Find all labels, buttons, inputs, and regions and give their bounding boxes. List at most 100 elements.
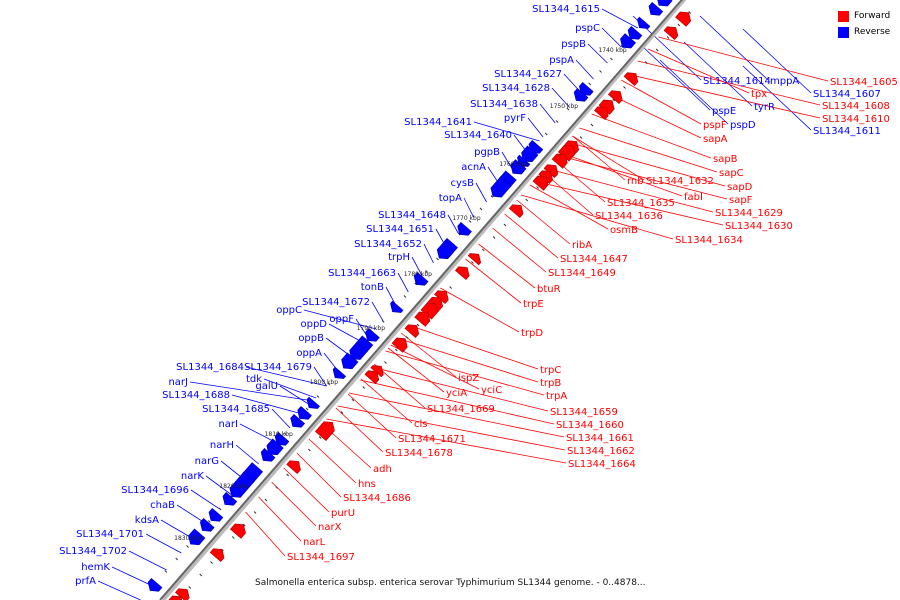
reverse-gene-arrow [260, 447, 276, 462]
leader-line [296, 452, 342, 498]
leader-line [587, 43, 608, 64]
leader-line [335, 407, 384, 453]
tick-mark [253, 511, 257, 514]
tick-mark [525, 198, 529, 202]
leader-line [659, 59, 729, 125]
tick-mark [207, 520, 211, 523]
leader-line [397, 272, 409, 293]
gene-label: pspE [712, 106, 736, 117]
leader-line [348, 392, 565, 438]
tick-mark [588, 82, 592, 86]
leader-line [475, 182, 487, 203]
gene-label: pspA [549, 55, 574, 66]
tick-mark [416, 323, 420, 327]
tick-mark [471, 261, 474, 264]
tick-mark [384, 361, 387, 364]
gene-label: SL1344_1664 [568, 459, 636, 470]
scale-label: 1760 kbp [499, 161, 527, 168]
reverse-gene-arrow [656, 0, 673, 7]
gene-label: tpx [751, 89, 767, 100]
tick-mark [394, 348, 398, 352]
scale-label: 1790 kbp [357, 325, 385, 332]
gene-label: SL1344_1678 [385, 448, 453, 459]
tick-mark [479, 207, 483, 211]
forward-gene-arrow [557, 144, 576, 162]
tick-mark [612, 98, 616, 102]
tick-mark [610, 57, 613, 61]
leader-line [544, 167, 714, 213]
reverse-gene-arrow [365, 327, 380, 342]
forward-gene-arrow [454, 266, 470, 281]
tick-mark [536, 186, 539, 189]
leader-line [411, 256, 423, 277]
gene-label: narL [303, 537, 326, 548]
reverse-gene-arrow [436, 242, 455, 260]
leader-line [620, 79, 702, 125]
reverse-gene-arrow [413, 271, 429, 286]
legend-item-forward: Forward [838, 8, 890, 24]
gene-label: SL1344_1634 [675, 235, 743, 246]
reverse-gene-arrow [341, 352, 359, 370]
gene-label: yciA [446, 388, 467, 399]
leader-line [637, 60, 821, 106]
gene-label: oppD [300, 319, 327, 330]
gene-label: SL1344_1614 [703, 76, 771, 87]
gene-label: oppB [298, 333, 324, 344]
scale-label: 1740 kbp [598, 47, 626, 54]
gene-label: SL1344_1661 [566, 433, 634, 444]
leader-line [516, 199, 571, 245]
tick-mark [449, 286, 453, 289]
leader-line [111, 566, 153, 587]
genome-backbone [159, 0, 683, 600]
legend: Forward Reverse [838, 8, 890, 40]
reverse-swatch [838, 26, 849, 38]
gene-label: oppA [296, 348, 322, 359]
gene-label: pgpB [474, 147, 500, 158]
tick-mark [318, 436, 322, 439]
leader-line [245, 366, 327, 387]
scale-label: 1830 kbp [174, 535, 202, 542]
tick-mark [264, 498, 268, 502]
leader-line [463, 197, 474, 218]
leader-line [337, 405, 566, 451]
gene-label: hns [358, 479, 376, 490]
reverse-gene-arrow [147, 577, 163, 592]
gene-label: SL1344_1608 [822, 101, 890, 112]
gene-label: sapD [727, 182, 753, 193]
forward-gene-arrow [543, 164, 559, 179]
tick-mark [481, 248, 485, 252]
gene-label: SL1344_1632 [646, 176, 714, 187]
forward-gene-arrow [209, 548, 225, 563]
reverse-gene-arrow [620, 33, 637, 49]
gene-label: trpH [388, 252, 410, 263]
tick-mark [362, 386, 366, 389]
gene-label: adh [373, 464, 392, 475]
gene-label: rnb [627, 176, 644, 187]
tick-mark [644, 61, 648, 64]
reverse-gene-arrow [390, 300, 404, 313]
leader-line [641, 45, 711, 111]
gene-label: tonB [361, 282, 384, 293]
gene-label: oppF [329, 314, 354, 325]
tick-mark [566, 107, 570, 111]
leader-line [572, 135, 626, 181]
gene-label: pspF [703, 120, 727, 131]
leader-line [527, 117, 544, 138]
gene-label: narG [195, 456, 219, 467]
gene-label: tdk [246, 374, 262, 385]
gene-label: SL1344_1669 [427, 404, 495, 415]
gene-label: narK [181, 471, 205, 482]
forward-gene-arrow [594, 106, 609, 121]
leader-line [263, 378, 317, 399]
tick-mark [381, 320, 385, 323]
reverse-gene-arrow [199, 517, 215, 532]
gene-label: SL1344_1662 [567, 446, 635, 457]
backbone-shadow [161, 0, 687, 600]
forward-gene-arrow [364, 370, 380, 385]
gene-label: btuR [537, 284, 561, 295]
leader-line [591, 113, 712, 159]
gene-label: SL1344_1660 [556, 420, 624, 431]
forward-gene-arrow [607, 90, 623, 105]
leader-line [572, 135, 645, 181]
tick-mark [305, 407, 309, 411]
